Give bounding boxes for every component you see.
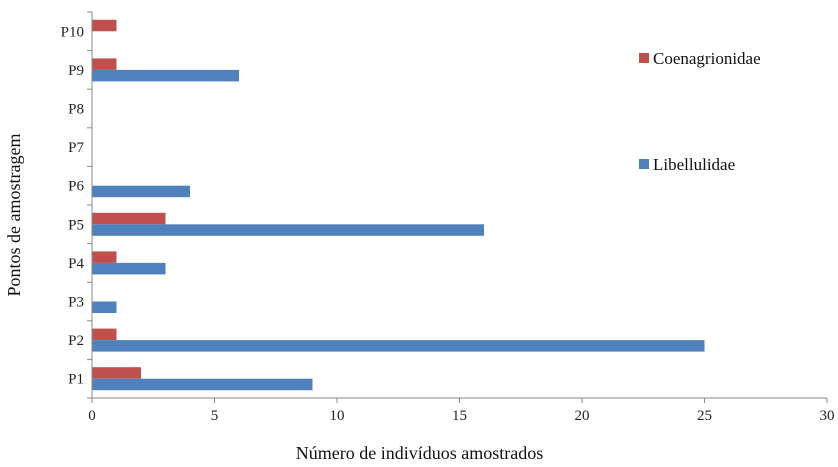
bar-libellulidae-p2 — [92, 340, 705, 352]
y-tick-label-p1: P1 — [68, 372, 84, 388]
bars — [92, 19, 705, 391]
bar-coenagrionidae-p5 — [92, 212, 166, 225]
y-tick-label-p9: P9 — [68, 63, 84, 79]
bar-coenagrionidae-p4 — [92, 251, 117, 263]
legend-swatch-coenagrionidae — [639, 53, 649, 63]
y-tick-label-p2: P2 — [68, 333, 84, 349]
bar-libellulidae-p1 — [92, 378, 313, 391]
x-tick-label-25: 25 — [697, 408, 712, 424]
x-tick-label-0: 0 — [88, 408, 96, 424]
y-tick-label-p6: P6 — [68, 179, 84, 195]
bar-libellulidae-p9 — [92, 69, 239, 82]
legend-label-libellulidae: Libellulidae — [653, 155, 735, 174]
x-axis-title: Número de indivíduos amostrados — [296, 443, 543, 463]
x-axis-ticks: 0 5 10 15 20 25 30 — [88, 398, 835, 424]
y-tick-label-p4: P4 — [68, 256, 84, 272]
bar-coenagrionidae-p1 — [92, 367, 141, 379]
bar-libellulidae-p6 — [92, 185, 190, 198]
y-tick-label-p7: P7 — [68, 140, 84, 156]
x-tick-label-10: 10 — [330, 408, 345, 424]
x-tick-label-30: 30 — [820, 408, 835, 424]
y-axis-title: Pontos de amostragem — [4, 134, 24, 297]
y-axis-ticks: P1 P2 P3 P4 P5 P6 P7 P8 P9 P10 — [61, 11, 92, 399]
bar-coenagrionidae-p9 — [92, 58, 117, 70]
y-tick-label-p8: P8 — [68, 102, 84, 118]
bar-coenagrionidae-p10 — [92, 19, 117, 32]
x-tick-label-15: 15 — [452, 408, 467, 424]
y-tick-label-p5: P5 — [68, 217, 84, 233]
bar-libellulidae-p3 — [92, 301, 117, 313]
legend-swatch-libellulidae — [639, 159, 649, 169]
bar-coenagrionidae-p2 — [92, 328, 117, 341]
bar-libellulidae-p4 — [92, 262, 166, 275]
legend-label-coenagrionidae: Coenagrionidae — [653, 49, 761, 68]
y-tick-label-p10: P10 — [61, 24, 84, 40]
x-tick-label-5: 5 — [211, 408, 219, 424]
bar-libellulidae-p5 — [92, 224, 484, 236]
x-tick-label-20: 20 — [575, 408, 590, 424]
legend: Coenagrionidae Libellulidae — [639, 49, 761, 174]
y-tick-label-p3: P3 — [68, 295, 84, 311]
